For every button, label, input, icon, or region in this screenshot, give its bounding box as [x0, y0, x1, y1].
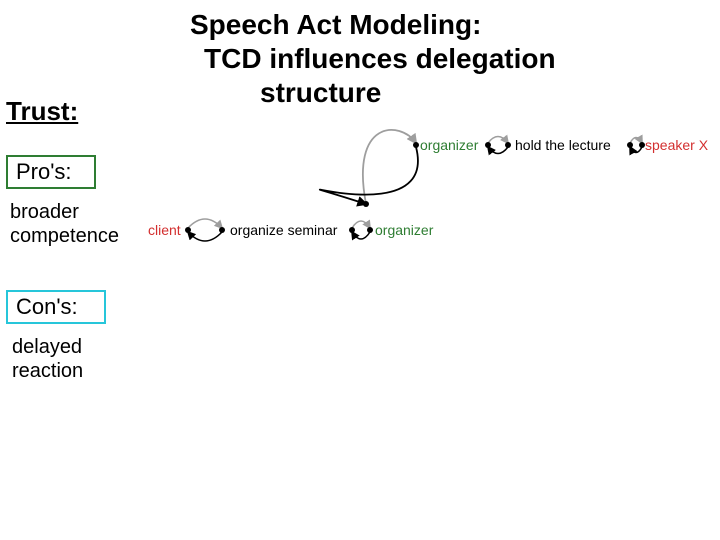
arc-3 [352, 232, 370, 239]
node-dot-1 [219, 227, 225, 233]
trust-heading: Trust: [6, 96, 78, 127]
cons-label: Con's: [6, 290, 106, 324]
title-line-1: Speech Act Modeling: [190, 8, 556, 42]
pros-text-line-2: competence [10, 224, 119, 248]
arc-4 [488, 137, 508, 144]
pros-text: broader competence [10, 200, 119, 248]
arc-7 [630, 147, 642, 153]
arc-6 [630, 138, 642, 144]
node-dot-5 [413, 142, 419, 148]
arc-0 [188, 219, 222, 228]
arc-1 [188, 232, 222, 241]
node-dot-2 [349, 227, 355, 233]
node-dot-6 [485, 142, 491, 148]
arc-9 [320, 147, 418, 204]
cons-text-line-1: delayed [12, 335, 83, 359]
node-label-organize_seminar: organize seminar [230, 222, 337, 238]
node-dot-3 [367, 227, 373, 233]
node-dot-0 [185, 227, 191, 233]
node-dot-4 [363, 201, 369, 207]
cons-text: delayed reaction [12, 335, 83, 383]
delegation-diagram: client organize seminar organizer organizer… [130, 100, 710, 280]
title-line-2: TCD influences delegation [190, 42, 556, 76]
node-label-organizer_top: organizer [420, 137, 478, 153]
node-dot-7 [505, 142, 511, 148]
node-dot-8 [627, 142, 633, 148]
cons-text-line-2: reaction [12, 359, 83, 383]
slide-title: Speech Act Modeling: TCD influences dele… [190, 8, 556, 110]
pros-label: Pro's: [6, 155, 96, 189]
arc-5 [488, 147, 508, 154]
node-label-organizer_bottom: organizer [375, 222, 433, 238]
pros-text-line-1: broader [10, 200, 119, 224]
node-label-client: client [148, 222, 181, 238]
arc-2 [352, 221, 370, 228]
node-label-speaker: speaker X [645, 137, 708, 153]
node-label-hold_lecture: hold the lecture [515, 137, 611, 153]
diagram-svg [130, 100, 710, 280]
